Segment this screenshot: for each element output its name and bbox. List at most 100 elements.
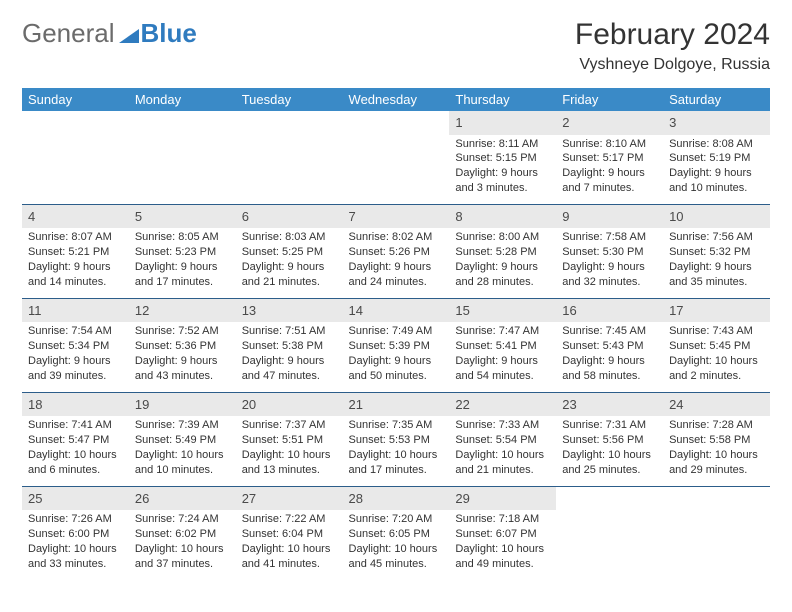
day-number: 18 xyxy=(22,393,129,417)
day-number: 26 xyxy=(129,487,236,511)
day-number: 29 xyxy=(449,487,556,511)
calendar-week-row: 18Sunrise: 7:41 AMSunset: 5:47 PMDayligh… xyxy=(22,392,770,486)
day-number: 22 xyxy=(449,393,556,417)
day-info: Sunrise: 7:26 AMSunset: 6:00 PMDaylight:… xyxy=(28,512,123,571)
day-number: 14 xyxy=(343,299,450,323)
day-number: 11 xyxy=(22,299,129,323)
day-number: 7 xyxy=(343,205,450,229)
calendar-day-cell: 18Sunrise: 7:41 AMSunset: 5:47 PMDayligh… xyxy=(22,392,129,486)
calendar-day-cell: 22Sunrise: 7:33 AMSunset: 5:54 PMDayligh… xyxy=(449,392,556,486)
day-number: 15 xyxy=(449,299,556,323)
day-info: Sunrise: 7:28 AMSunset: 5:58 PMDaylight:… xyxy=(669,418,764,477)
day-info: Sunrise: 7:39 AMSunset: 5:49 PMDaylight:… xyxy=(135,418,230,477)
day-info: Sunrise: 7:52 AMSunset: 5:36 PMDaylight:… xyxy=(135,324,230,383)
day-info: Sunrise: 8:02 AMSunset: 5:26 PMDaylight:… xyxy=(349,230,444,289)
calendar-day-cell: 14Sunrise: 7:49 AMSunset: 5:39 PMDayligh… xyxy=(343,298,450,392)
calendar-day-cell xyxy=(236,111,343,204)
day-number: 19 xyxy=(129,393,236,417)
day-number: 9 xyxy=(556,205,663,229)
day-info: Sunrise: 8:00 AMSunset: 5:28 PMDaylight:… xyxy=(455,230,550,289)
day-info: Sunrise: 8:11 AMSunset: 5:15 PMDaylight:… xyxy=(455,137,550,196)
calendar-day-cell: 10Sunrise: 7:56 AMSunset: 5:32 PMDayligh… xyxy=(663,204,770,298)
calendar-week-row: 11Sunrise: 7:54 AMSunset: 5:34 PMDayligh… xyxy=(22,298,770,392)
calendar-day-cell: 29Sunrise: 7:18 AMSunset: 6:07 PMDayligh… xyxy=(449,486,556,579)
calendar-day-cell: 3Sunrise: 8:08 AMSunset: 5:19 PMDaylight… xyxy=(663,111,770,204)
weekday-header: Sunday xyxy=(22,88,129,111)
logo-triangle-icon xyxy=(119,25,139,43)
calendar-day-cell: 27Sunrise: 7:22 AMSunset: 6:04 PMDayligh… xyxy=(236,486,343,579)
calendar-day-cell: 21Sunrise: 7:35 AMSunset: 5:53 PMDayligh… xyxy=(343,392,450,486)
day-info: Sunrise: 7:20 AMSunset: 6:05 PMDaylight:… xyxy=(349,512,444,571)
calendar-week-row: 1Sunrise: 8:11 AMSunset: 5:15 PMDaylight… xyxy=(22,111,770,204)
logo: General Blue xyxy=(22,18,197,49)
day-info: Sunrise: 7:18 AMSunset: 6:07 PMDaylight:… xyxy=(455,512,550,571)
day-number: 25 xyxy=(22,487,129,511)
day-info: Sunrise: 7:49 AMSunset: 5:39 PMDaylight:… xyxy=(349,324,444,383)
day-info: Sunrise: 8:07 AMSunset: 5:21 PMDaylight:… xyxy=(28,230,123,289)
day-info: Sunrise: 7:35 AMSunset: 5:53 PMDaylight:… xyxy=(349,418,444,477)
day-info: Sunrise: 7:31 AMSunset: 5:56 PMDaylight:… xyxy=(562,418,657,477)
day-number: 10 xyxy=(663,205,770,229)
calendar-day-cell: 28Sunrise: 7:20 AMSunset: 6:05 PMDayligh… xyxy=(343,486,450,579)
calendar-day-cell: 20Sunrise: 7:37 AMSunset: 5:51 PMDayligh… xyxy=(236,392,343,486)
calendar-day-cell: 6Sunrise: 8:03 AMSunset: 5:25 PMDaylight… xyxy=(236,204,343,298)
calendar-day-cell xyxy=(556,486,663,579)
calendar-day-cell: 4Sunrise: 8:07 AMSunset: 5:21 PMDaylight… xyxy=(22,204,129,298)
calendar-day-cell: 5Sunrise: 8:05 AMSunset: 5:23 PMDaylight… xyxy=(129,204,236,298)
weekday-header: Friday xyxy=(556,88,663,111)
day-number: 5 xyxy=(129,205,236,229)
logo-text-blue: Blue xyxy=(141,18,197,49)
day-number: 13 xyxy=(236,299,343,323)
title-block: February 2024 Vyshneye Dolgoye, Russia xyxy=(575,18,770,74)
calendar-day-cell: 15Sunrise: 7:47 AMSunset: 5:41 PMDayligh… xyxy=(449,298,556,392)
calendar-day-cell: 1Sunrise: 8:11 AMSunset: 5:15 PMDaylight… xyxy=(449,111,556,204)
calendar-day-cell xyxy=(663,486,770,579)
day-number: 8 xyxy=(449,205,556,229)
day-number: 17 xyxy=(663,299,770,323)
day-info: Sunrise: 8:03 AMSunset: 5:25 PMDaylight:… xyxy=(242,230,337,289)
weekday-header: Tuesday xyxy=(236,88,343,111)
calendar-body: 1Sunrise: 8:11 AMSunset: 5:15 PMDaylight… xyxy=(22,111,770,580)
day-info: Sunrise: 7:33 AMSunset: 5:54 PMDaylight:… xyxy=(455,418,550,477)
day-number: 28 xyxy=(343,487,450,511)
topbar: General Blue February 2024 Vyshneye Dolg… xyxy=(22,18,770,74)
calendar-day-cell: 9Sunrise: 7:58 AMSunset: 5:30 PMDaylight… xyxy=(556,204,663,298)
logo-text-general: General xyxy=(22,18,115,49)
weekday-header: Thursday xyxy=(449,88,556,111)
day-info: Sunrise: 7:54 AMSunset: 5:34 PMDaylight:… xyxy=(28,324,123,383)
calendar-day-cell: 11Sunrise: 7:54 AMSunset: 5:34 PMDayligh… xyxy=(22,298,129,392)
calendar-day-cell: 13Sunrise: 7:51 AMSunset: 5:38 PMDayligh… xyxy=(236,298,343,392)
day-info: Sunrise: 7:45 AMSunset: 5:43 PMDaylight:… xyxy=(562,324,657,383)
day-number: 21 xyxy=(343,393,450,417)
calendar-day-cell: 17Sunrise: 7:43 AMSunset: 5:45 PMDayligh… xyxy=(663,298,770,392)
calendar-day-cell: 19Sunrise: 7:39 AMSunset: 5:49 PMDayligh… xyxy=(129,392,236,486)
day-info: Sunrise: 7:56 AMSunset: 5:32 PMDaylight:… xyxy=(669,230,764,289)
calendar-day-cell xyxy=(343,111,450,204)
day-info: Sunrise: 7:43 AMSunset: 5:45 PMDaylight:… xyxy=(669,324,764,383)
day-info: Sunrise: 7:47 AMSunset: 5:41 PMDaylight:… xyxy=(455,324,550,383)
day-info: Sunrise: 8:05 AMSunset: 5:23 PMDaylight:… xyxy=(135,230,230,289)
day-info: Sunrise: 7:58 AMSunset: 5:30 PMDaylight:… xyxy=(562,230,657,289)
day-number: 4 xyxy=(22,205,129,229)
day-info: Sunrise: 8:08 AMSunset: 5:19 PMDaylight:… xyxy=(669,137,764,196)
day-info: Sunrise: 7:22 AMSunset: 6:04 PMDaylight:… xyxy=(242,512,337,571)
calendar-week-row: 25Sunrise: 7:26 AMSunset: 6:00 PMDayligh… xyxy=(22,486,770,579)
calendar-week-row: 4Sunrise: 8:07 AMSunset: 5:21 PMDaylight… xyxy=(22,204,770,298)
calendar-day-cell: 2Sunrise: 8:10 AMSunset: 5:17 PMDaylight… xyxy=(556,111,663,204)
calendar-day-cell: 16Sunrise: 7:45 AMSunset: 5:43 PMDayligh… xyxy=(556,298,663,392)
day-number: 23 xyxy=(556,393,663,417)
day-info: Sunrise: 8:10 AMSunset: 5:17 PMDaylight:… xyxy=(562,137,657,196)
day-info: Sunrise: 7:24 AMSunset: 6:02 PMDaylight:… xyxy=(135,512,230,571)
calendar-day-cell: 7Sunrise: 8:02 AMSunset: 5:26 PMDaylight… xyxy=(343,204,450,298)
day-info: Sunrise: 7:37 AMSunset: 5:51 PMDaylight:… xyxy=(242,418,337,477)
calendar-day-cell: 8Sunrise: 8:00 AMSunset: 5:28 PMDaylight… xyxy=(449,204,556,298)
day-number: 1 xyxy=(449,111,556,135)
day-number: 16 xyxy=(556,299,663,323)
calendar-day-cell: 24Sunrise: 7:28 AMSunset: 5:58 PMDayligh… xyxy=(663,392,770,486)
calendar-day-cell: 25Sunrise: 7:26 AMSunset: 6:00 PMDayligh… xyxy=(22,486,129,579)
calendar-table: SundayMondayTuesdayWednesdayThursdayFrid… xyxy=(22,88,770,580)
day-number: 3 xyxy=(663,111,770,135)
calendar-header-row: SundayMondayTuesdayWednesdayThursdayFrid… xyxy=(22,88,770,111)
weekday-header: Saturday xyxy=(663,88,770,111)
location-label: Vyshneye Dolgoye, Russia xyxy=(575,56,770,74)
